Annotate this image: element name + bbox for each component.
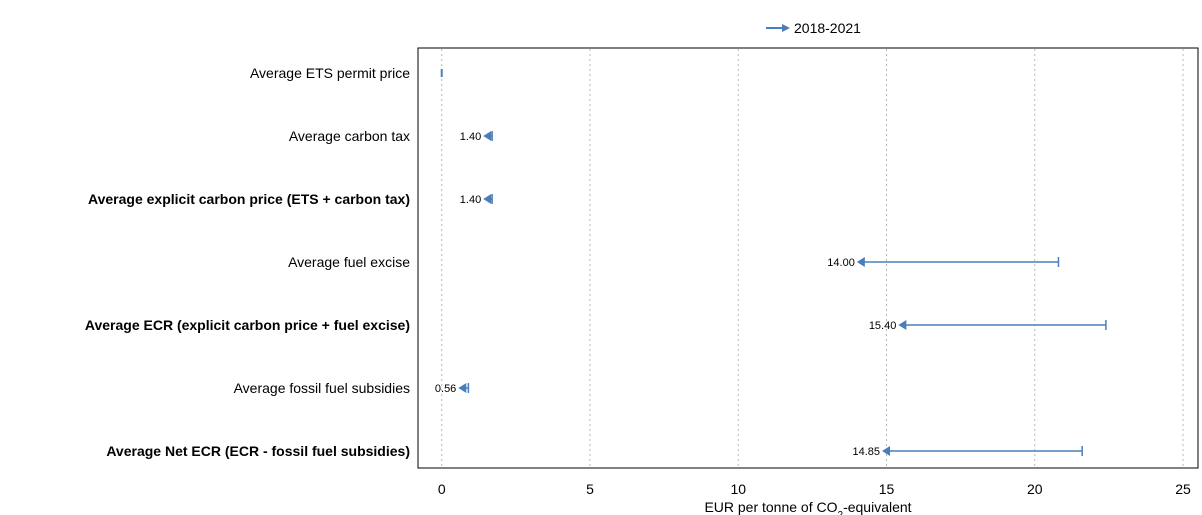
- gridlines: [441, 49, 1184, 467]
- legend-label: 2018-2021: [794, 20, 861, 36]
- x-tick-label: 15: [879, 481, 895, 497]
- range-arrow-head: [856, 257, 865, 267]
- plot-area-frame: [417, 47, 1199, 469]
- data-label: 1.40: [460, 131, 481, 143]
- category-label: Average carbon tax: [289, 128, 410, 144]
- data-label: 0.56: [435, 383, 456, 395]
- category-label: Average fossil fuel subsidies: [234, 380, 410, 396]
- category-label: Average ETS permit price: [250, 65, 410, 81]
- category-label: Average fuel excise: [288, 254, 410, 270]
- x-tick-label: 5: [586, 481, 594, 497]
- legend: 2018-2021: [766, 20, 861, 36]
- category-label: Average ECR (explicit carbon price + fue…: [85, 317, 410, 333]
- data-label: 15.40: [869, 320, 897, 332]
- legend-arrow-head: [782, 24, 790, 32]
- range-arrow-head: [483, 194, 492, 204]
- data-label: 14.00: [827, 257, 855, 269]
- category-label: Average explicit carbon price (ETS + car…: [88, 191, 410, 207]
- x-tick-label: 10: [730, 481, 746, 497]
- x-axis-title: EUR per tonne of CO2-equivalent: [704, 499, 911, 515]
- category-labels: Average ETS permit price Average carbon t…: [85, 65, 410, 459]
- range-arrow-head: [483, 131, 492, 141]
- x-tick-label: 25: [1175, 481, 1191, 497]
- range-arrow-head: [882, 446, 891, 456]
- data-label: 14.85: [853, 446, 881, 458]
- data-label: 1.40: [460, 194, 481, 206]
- x-tick-labels: 0 5 10 15 20 25: [438, 481, 1191, 497]
- x-tick-label: 0: [438, 481, 446, 497]
- data-marks: 1.40 1.40 14.00 15.40 0.56 14.85: [435, 69, 1107, 458]
- range-arrow-head: [898, 320, 907, 330]
- category-label: Average Net ECR (ECR - fossil fuel subsi…: [106, 443, 410, 459]
- x-tick-label: 20: [1027, 481, 1043, 497]
- range-arrow-head: [458, 383, 467, 393]
